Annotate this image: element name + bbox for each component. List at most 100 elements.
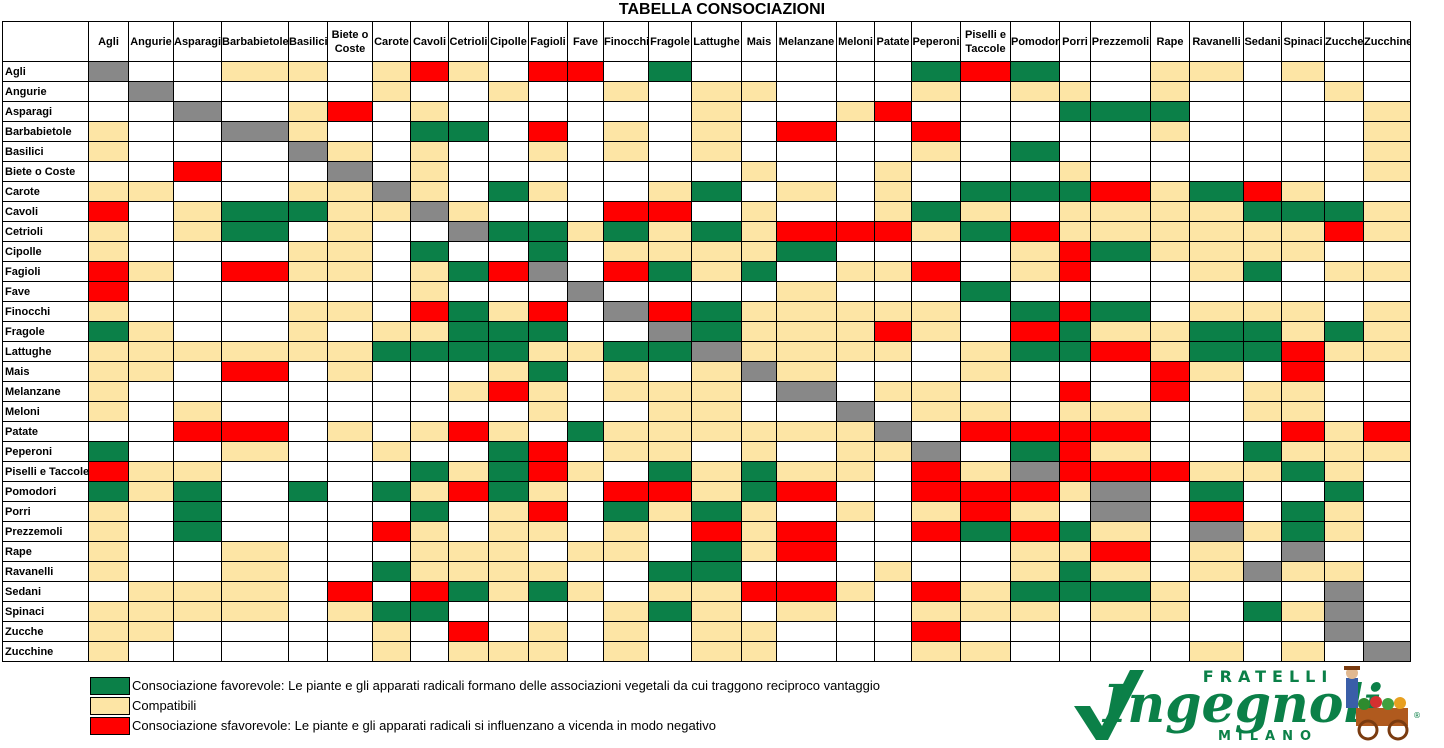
heatmap-cell bbox=[741, 141, 777, 162]
heatmap-cell bbox=[528, 201, 568, 222]
heatmap-cell bbox=[960, 561, 1011, 582]
heatmap-cell bbox=[410, 81, 449, 102]
heatmap-cell bbox=[1324, 421, 1364, 442]
heatmap-cell bbox=[372, 401, 411, 422]
table-row: Meloni bbox=[2, 401, 1411, 422]
heatmap-cell bbox=[488, 441, 529, 462]
heatmap-cell bbox=[1243, 361, 1282, 382]
heatmap-cell bbox=[1243, 101, 1282, 122]
heatmap-cell bbox=[603, 81, 649, 102]
heatmap-cell bbox=[488, 221, 529, 242]
heatmap-cell bbox=[776, 81, 837, 102]
heatmap-cell bbox=[603, 61, 649, 82]
heatmap-cell bbox=[567, 401, 604, 422]
heatmap-cell bbox=[741, 281, 777, 302]
heatmap-cell bbox=[874, 121, 912, 142]
heatmap-cell bbox=[128, 501, 174, 522]
heatmap-cell bbox=[173, 561, 222, 582]
heatmap-cell bbox=[410, 621, 449, 642]
column-label: Carote bbox=[372, 21, 411, 62]
heatmap-cell bbox=[288, 521, 328, 542]
heatmap-cell bbox=[327, 601, 373, 622]
heatmap-cell bbox=[1090, 141, 1151, 162]
heatmap-cell bbox=[1363, 161, 1411, 182]
column-label: Biete o Coste bbox=[327, 21, 373, 62]
heatmap-cell bbox=[1324, 641, 1364, 662]
heatmap-cell bbox=[327, 241, 373, 262]
heatmap-cell bbox=[1150, 441, 1190, 462]
heatmap-cell bbox=[911, 641, 961, 662]
heatmap-cell bbox=[1010, 601, 1060, 622]
heatmap-cell bbox=[128, 161, 174, 182]
table-row: Ravanelli bbox=[2, 561, 1411, 582]
heatmap-cell bbox=[173, 201, 222, 222]
heatmap-cell bbox=[1243, 461, 1282, 482]
heatmap-cell bbox=[603, 641, 649, 662]
heatmap-cell bbox=[528, 601, 568, 622]
heatmap-cell bbox=[1281, 241, 1325, 262]
heatmap-cell bbox=[911, 481, 961, 502]
heatmap-cell bbox=[327, 101, 373, 122]
heatmap-cell bbox=[741, 441, 777, 462]
heatmap-cell bbox=[776, 141, 837, 162]
table-row: Cetrioli bbox=[2, 221, 1411, 242]
row-label: Porri bbox=[2, 501, 89, 522]
heatmap-cell bbox=[327, 81, 373, 102]
heatmap-cell bbox=[488, 481, 529, 502]
heatmap-cell bbox=[1243, 221, 1282, 242]
heatmap-cell bbox=[288, 321, 328, 342]
farmer-cart-illustration bbox=[1344, 666, 1409, 741]
heatmap-cell bbox=[488, 321, 529, 342]
heatmap-cell bbox=[603, 121, 649, 142]
heatmap-cell bbox=[410, 521, 449, 542]
heatmap-cell bbox=[960, 481, 1011, 502]
heatmap-cell bbox=[960, 401, 1011, 422]
heatmap-cell bbox=[528, 181, 568, 202]
heatmap-cell bbox=[410, 261, 449, 282]
heatmap-cell bbox=[1324, 261, 1364, 282]
heatmap-cell bbox=[173, 601, 222, 622]
heatmap-cell bbox=[836, 461, 875, 482]
heatmap-cell bbox=[603, 201, 649, 222]
heatmap-cell bbox=[410, 221, 449, 242]
heatmap-cell bbox=[1010, 341, 1060, 362]
heatmap-cell bbox=[567, 161, 604, 182]
heatmap-cell bbox=[567, 541, 604, 562]
heatmap-cell bbox=[327, 361, 373, 382]
heatmap-cell bbox=[1281, 121, 1325, 142]
heatmap-cell bbox=[288, 301, 328, 322]
heatmap-cell bbox=[874, 361, 912, 382]
heatmap-cell bbox=[1090, 121, 1151, 142]
heatmap-cell bbox=[88, 561, 129, 582]
heatmap-cell bbox=[528, 561, 568, 582]
heatmap-cell bbox=[741, 321, 777, 342]
heatmap-cell bbox=[1090, 561, 1151, 582]
heatmap-cell bbox=[528, 161, 568, 182]
heatmap-cell bbox=[776, 481, 837, 502]
heatmap-cell bbox=[911, 181, 961, 202]
heatmap-cell bbox=[1243, 341, 1282, 362]
heatmap-cell bbox=[173, 321, 222, 342]
heatmap-cell bbox=[603, 341, 649, 362]
heatmap-cell bbox=[173, 221, 222, 242]
heatmap-cell bbox=[836, 181, 875, 202]
heatmap-cell bbox=[410, 61, 449, 82]
row-label: Cavoli bbox=[2, 201, 89, 222]
heatmap-cell bbox=[1281, 501, 1325, 522]
consociazioni-heatmap: Agli Angurie Asparagi Barbabietole Basilici B… bbox=[2, 21, 1411, 662]
heatmap-cell bbox=[327, 581, 373, 602]
heatmap-cell bbox=[1281, 341, 1325, 362]
heatmap-cell bbox=[603, 221, 649, 242]
heatmap-cell bbox=[1059, 221, 1091, 242]
heatmap-cell bbox=[88, 441, 129, 462]
column-label: Fragole bbox=[648, 21, 692, 62]
heatmap-cell bbox=[221, 481, 289, 502]
heatmap-cell bbox=[1010, 161, 1060, 182]
heatmap-cell bbox=[128, 341, 174, 362]
heatmap-cell bbox=[488, 581, 529, 602]
heatmap-cell bbox=[741, 161, 777, 182]
heatmap-cell bbox=[603, 281, 649, 302]
legend-label: Consociazione favorevole: Le piante e gl… bbox=[132, 678, 880, 693]
heatmap-cell bbox=[1189, 461, 1244, 482]
heatmap-cell bbox=[488, 281, 529, 302]
